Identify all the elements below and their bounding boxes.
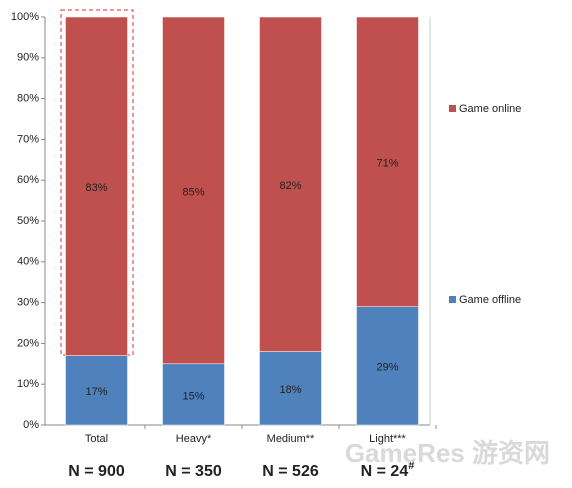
legend-swatch	[449, 296, 456, 303]
bar-segment	[65, 16, 128, 356]
highlight-box	[60, 9, 134, 356]
y-tick-label: 70%	[17, 133, 39, 145]
y-tick-label: 90%	[17, 52, 39, 64]
y-tick-label: 80%	[17, 93, 39, 105]
bar-segment	[356, 16, 419, 307]
y-tick-label: 0%	[23, 419, 39, 431]
x-tick-label: Medium**	[267, 433, 315, 445]
n-label-footnote: #	[408, 460, 414, 472]
watermark: GameRes 游资网	[345, 438, 550, 468]
x-tick-label: Total	[85, 433, 108, 445]
bar-segment	[162, 16, 225, 365]
n-label: N = 24#	[361, 460, 415, 480]
legend-label: Game offline	[459, 294, 521, 306]
y-tick-label: 20%	[17, 337, 39, 349]
value-label: 15%	[182, 390, 204, 402]
legend-label: Game online	[459, 103, 521, 115]
n-label: N = 350	[165, 463, 222, 480]
x-tick-label: Light***	[369, 433, 406, 445]
y-tick-label: 60%	[17, 174, 39, 186]
legend-swatch	[449, 105, 456, 112]
value-label: 29%	[376, 362, 398, 374]
bar-segment	[65, 355, 128, 426]
n-label-text: N = 24	[361, 463, 409, 480]
bar-segment	[356, 306, 419, 426]
value-label: 71%	[376, 158, 398, 170]
bar-segment	[162, 363, 225, 426]
n-label: N = 526	[262, 463, 319, 480]
x-tick-label: Heavy*	[176, 433, 212, 445]
y-tick-label: 30%	[17, 297, 39, 309]
y-tick-label: 40%	[17, 256, 39, 268]
value-label: 18%	[279, 384, 301, 396]
n-label: N = 900	[68, 463, 125, 480]
y-tick-label: 100%	[11, 11, 39, 23]
y-tick-label: 10%	[17, 378, 39, 390]
value-label: 82%	[279, 180, 301, 192]
value-label: 17%	[85, 386, 107, 398]
bar-segment	[259, 16, 322, 352]
y-tick-label: 50%	[17, 215, 39, 227]
value-label: 83%	[85, 182, 107, 194]
value-label: 85%	[182, 186, 204, 198]
